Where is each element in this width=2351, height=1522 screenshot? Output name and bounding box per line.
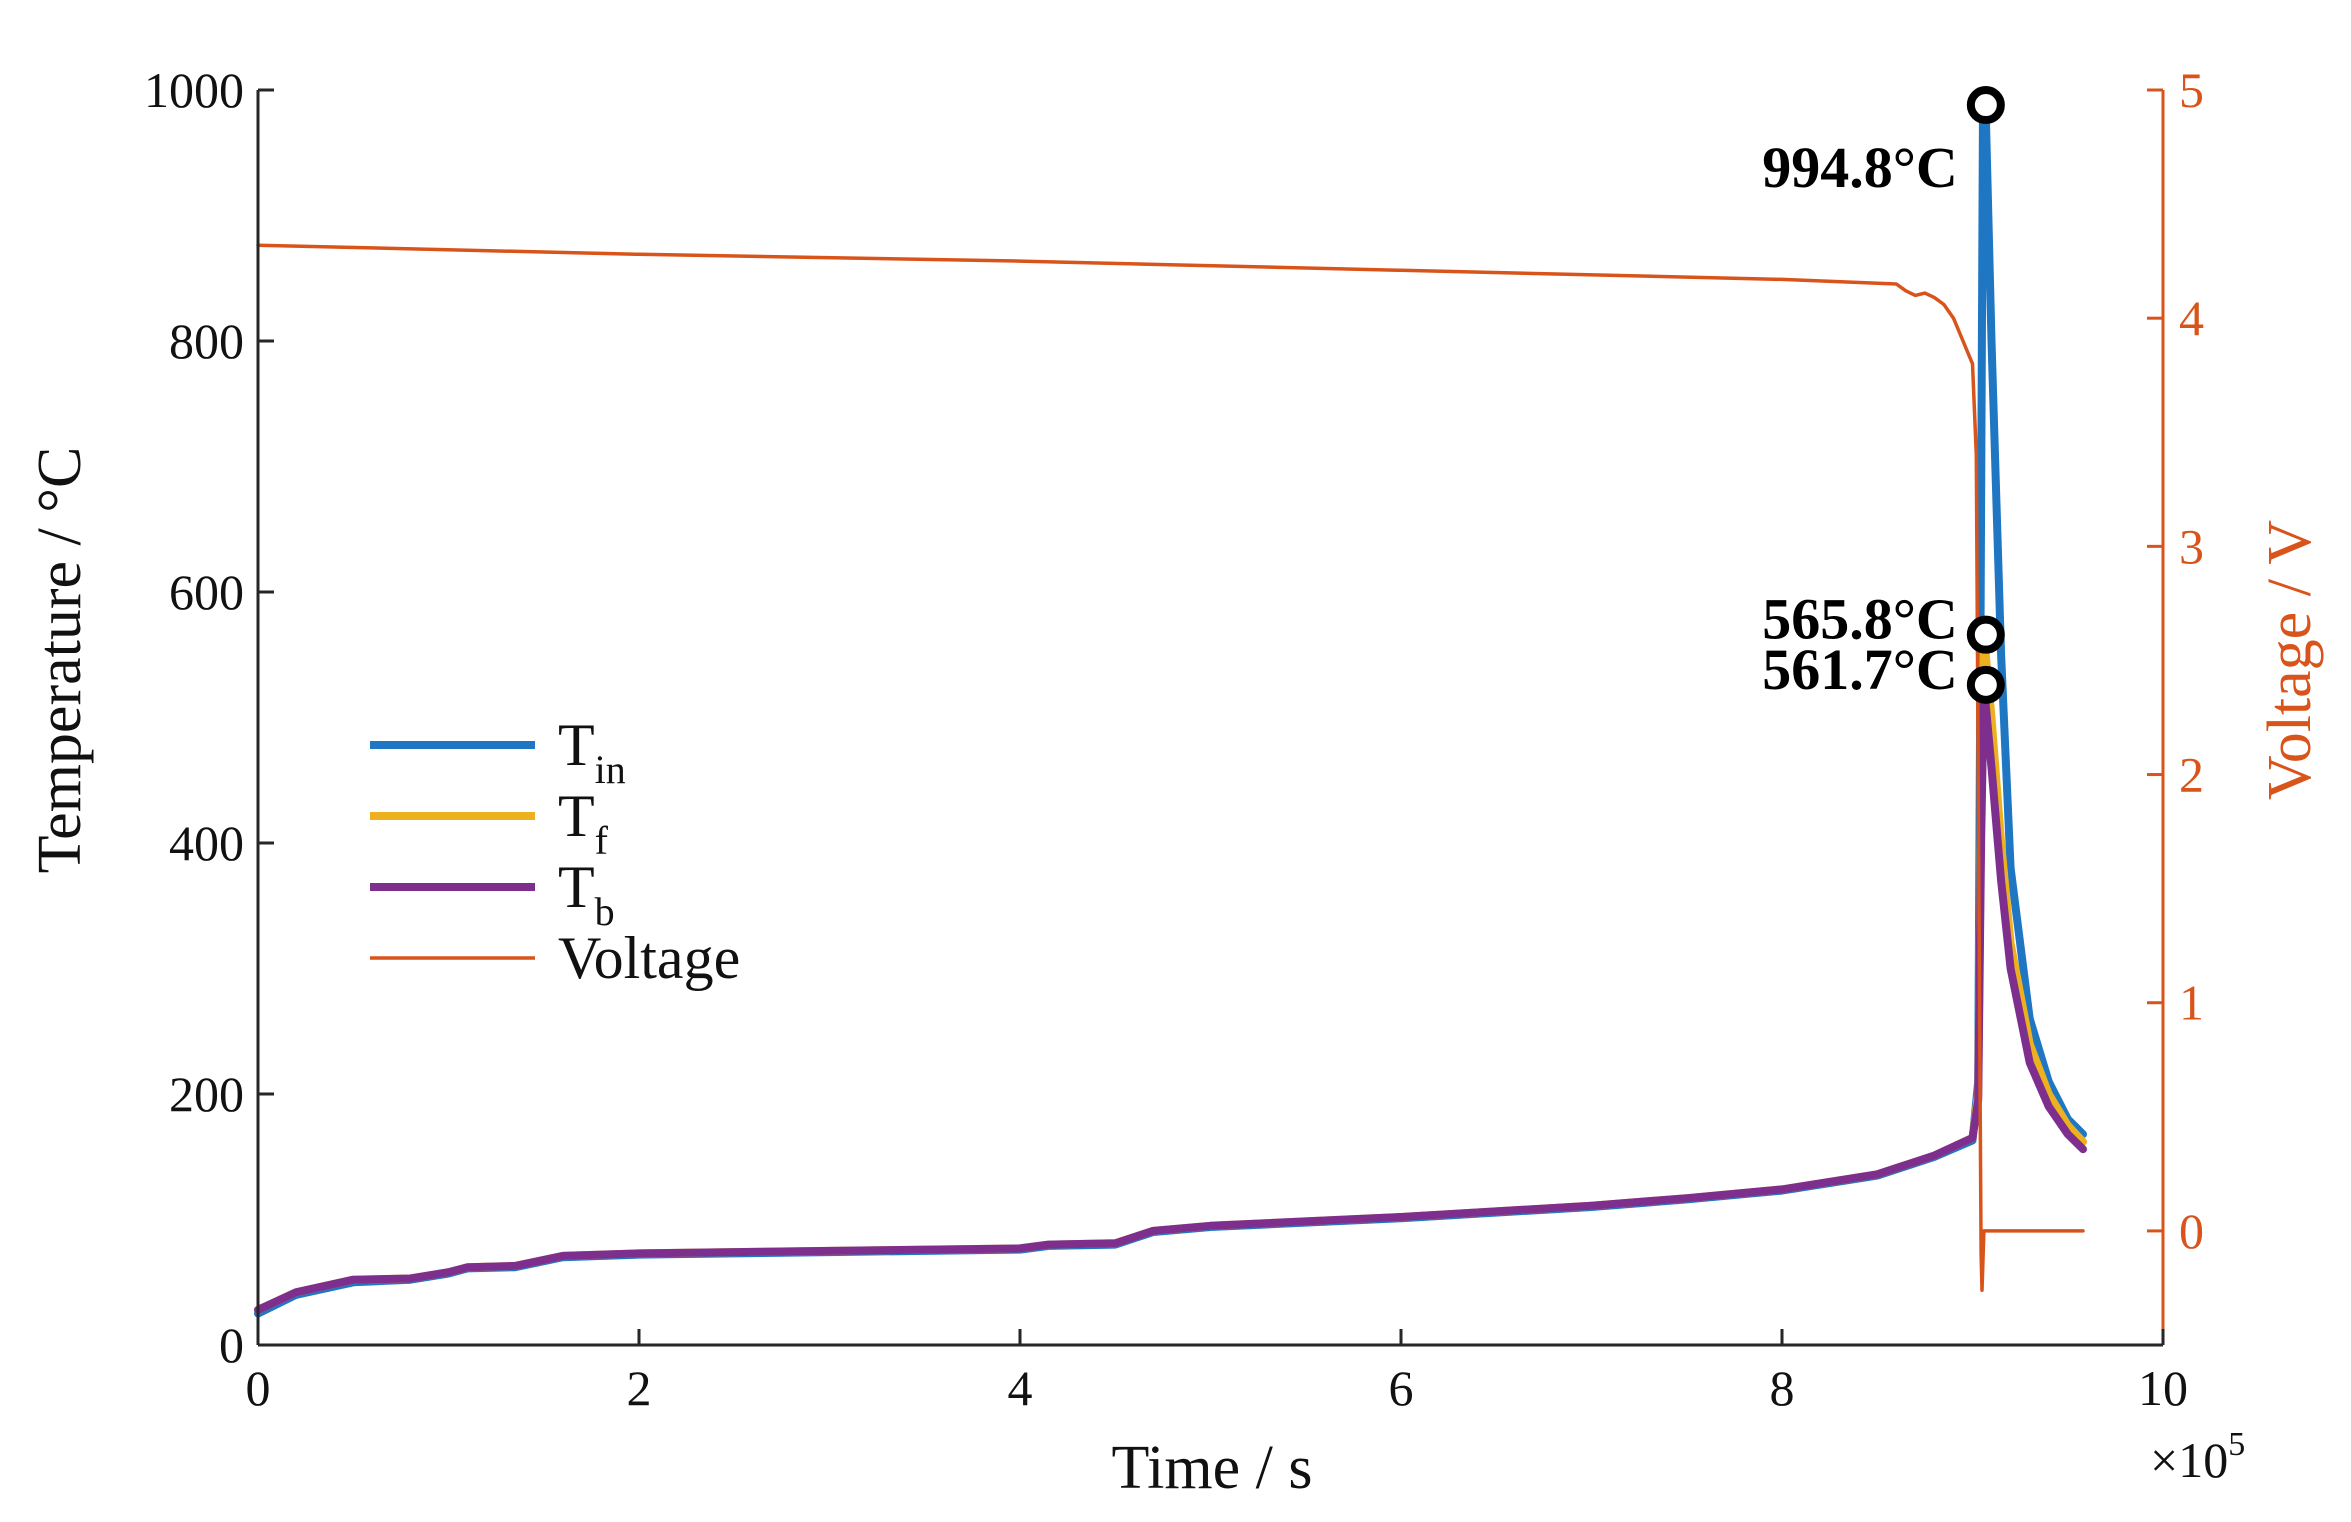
plot-area	[254, 86, 2087, 1318]
x-axis-label: Time / s	[1111, 1434, 1312, 1502]
legend-label: Tf	[558, 783, 609, 863]
y-right-tick-label: 0	[2179, 1203, 2204, 1259]
legend-label-subscript: f	[595, 818, 609, 863]
y-right-tick-label: 3	[2179, 518, 2204, 574]
y-right-tick-label: 4	[2179, 290, 2204, 346]
y-left-tick-label: 200	[169, 1066, 244, 1122]
legend-label: Tin	[558, 712, 626, 792]
svg-text:×105: ×105	[2150, 1426, 2245, 1488]
legend-label: Voltage	[558, 925, 740, 991]
y-left-tick-label: 1000	[144, 62, 244, 118]
peak-label: 565.8°C	[1762, 587, 1958, 652]
marker-layer	[1966, 86, 2005, 704]
legend-label-name: Voltage	[558, 925, 740, 991]
y-left-tick-label: 600	[169, 564, 244, 620]
y-left-tick-label: 800	[169, 313, 244, 369]
legend-label-name: T	[558, 712, 595, 778]
y-axis-right-label: Voltage / V	[2256, 520, 2324, 800]
series-line-t-f	[254, 630, 2087, 1314]
series-line-t-in	[254, 101, 2087, 1318]
x-tick-label: 8	[1770, 1360, 1795, 1416]
x-tick-label: 2	[627, 1360, 652, 1416]
y-left-tick-label: 0	[219, 1317, 244, 1373]
peak-marker	[1966, 615, 2005, 654]
x-axis-multiplier: ×105	[2150, 1426, 2245, 1488]
axes-layer: 0 2 4 6 8 10 0 200 400 600 800 1000 0 1 2 3 4 5	[144, 62, 2204, 1416]
y-right-tick-label: 5	[2179, 62, 2204, 118]
series-line-t-b	[254, 680, 2087, 1314]
x-tick-label: 4	[1008, 1360, 1033, 1416]
y-right-tick-label: 1	[2179, 975, 2204, 1031]
x-tick-label: 10	[2138, 1360, 2188, 1416]
legend-label-subscript: b	[595, 889, 615, 934]
y-left-tick-label: 400	[169, 815, 244, 871]
legend-label-subscript: in	[595, 747, 626, 792]
peak-marker	[1966, 86, 2005, 125]
legend-label-name: T	[558, 854, 595, 920]
x-tick-label: 0	[246, 1360, 271, 1416]
x-tick-label: 6	[1389, 1360, 1414, 1416]
legend-label-name: T	[558, 783, 595, 849]
peak-label: 561.7°C	[1762, 637, 1958, 702]
y-right-tick-label: 2	[2179, 747, 2204, 803]
y-axis-left-label: Temperature / °C	[26, 447, 94, 874]
series-line-voltage	[256, 243, 2085, 1292]
series-layer	[254, 101, 2087, 1318]
legend-label: Tb	[558, 854, 615, 934]
peak-label: 994.8°C	[1762, 135, 1958, 200]
peak-marker	[1966, 665, 2005, 704]
